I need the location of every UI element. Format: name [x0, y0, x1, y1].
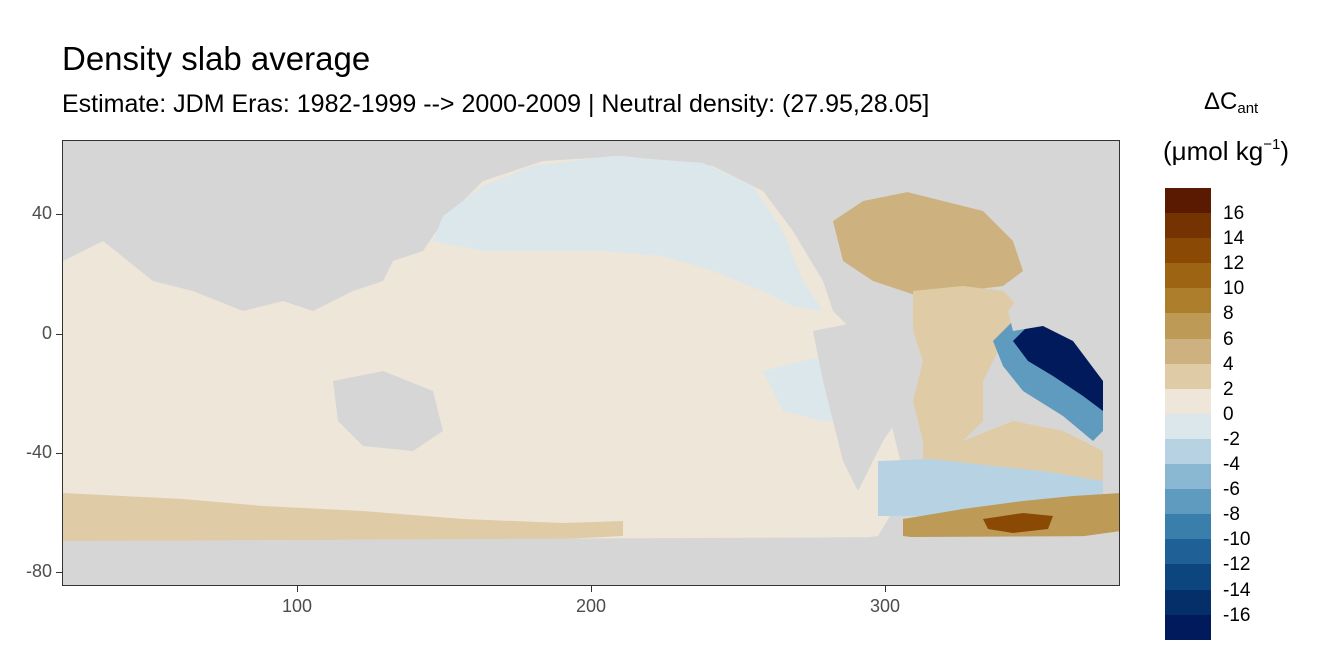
legend-swatch	[1165, 288, 1211, 314]
legend-label: -16	[1223, 604, 1251, 626]
map-svg	[63, 141, 1119, 585]
legend-label: -8	[1223, 504, 1240, 526]
landmass-eurasia	[63, 141, 523, 291]
legend-swatch	[1165, 564, 1211, 590]
legend-swatch	[1165, 539, 1211, 565]
legend-unit: (μmol kg−1)	[1163, 136, 1289, 166]
legend-swatch	[1165, 413, 1211, 439]
legend-label: 14	[1223, 228, 1245, 250]
legend-label: -6	[1223, 479, 1240, 501]
legend-swatch	[1165, 313, 1211, 339]
y-tick-label: -40	[25, 442, 52, 462]
y-tick-mark	[56, 453, 62, 454]
landmass-north-america	[703, 141, 1063, 241]
legend-label: 6	[1223, 328, 1234, 350]
landmass-antarctica	[63, 536, 1119, 585]
legend-label: 16	[1223, 203, 1245, 224]
legend-swatch	[1165, 338, 1211, 364]
x-tick-mark	[591, 586, 592, 592]
map-panel	[62, 140, 1120, 586]
x-tick-label: 200	[575, 596, 607, 616]
legend-label: 12	[1223, 253, 1245, 275]
legend-label: 8	[1223, 303, 1234, 325]
y-tick-mark	[56, 214, 62, 215]
y-tick-label: 0	[41, 323, 52, 343]
y-tick-mark	[56, 572, 62, 573]
x-tick-mark	[885, 586, 886, 592]
legend-label: 4	[1223, 353, 1234, 375]
ocean-southern-band	[63, 493, 623, 546]
legend-swatch	[1165, 363, 1211, 389]
legend-label: -12	[1223, 554, 1251, 576]
legend-swatch	[1165, 489, 1211, 515]
legend-swatch	[1165, 614, 1211, 640]
x-tick-label: 100	[281, 596, 313, 616]
legend-swatch	[1165, 514, 1211, 540]
map-title: Density slab average	[62, 40, 371, 77]
legend-swatch	[1165, 263, 1211, 289]
ocean-north-pacific-negative	[433, 156, 823, 311]
ocean-weddell-strong	[983, 513, 1053, 533]
ocean-tropical-atlantic	[913, 286, 1023, 441]
x-tick-mark	[297, 586, 298, 592]
legend-colorbar	[1165, 188, 1211, 640]
legend-label: -2	[1223, 428, 1240, 450]
landmass-africa	[1008, 281, 1119, 468]
legend-label: 10	[1223, 278, 1245, 300]
y-tick-label: -80	[25, 561, 52, 581]
legend-swatch	[1165, 213, 1211, 239]
legend-label: -14	[1223, 579, 1251, 601]
legend-swatch	[1165, 464, 1211, 490]
legend-swatch	[1165, 388, 1211, 414]
landmass-south-america	[813, 321, 913, 491]
legend-swatch	[1165, 438, 1211, 465]
legend-swatch	[1165, 188, 1211, 214]
legend-label: 0	[1223, 403, 1234, 425]
x-tick-label: 300	[869, 596, 901, 616]
legend-label: 2	[1223, 378, 1234, 400]
map-subtitle: Estimate: JDM Eras: 1982-1999 --> 2000-2…	[62, 90, 930, 118]
ocean-north-atlantic-positive	[833, 191, 1023, 301]
landmass-australia	[333, 371, 443, 451]
legend-swatch	[1165, 238, 1211, 264]
legend-swatch	[1165, 589, 1211, 615]
y-tick-label: 40	[31, 203, 52, 223]
legend-label: -10	[1223, 529, 1251, 551]
legend-label: -4	[1223, 454, 1240, 475]
y-tick-mark	[56, 334, 62, 335]
legend-title: ΔCant	[1204, 88, 1259, 117]
